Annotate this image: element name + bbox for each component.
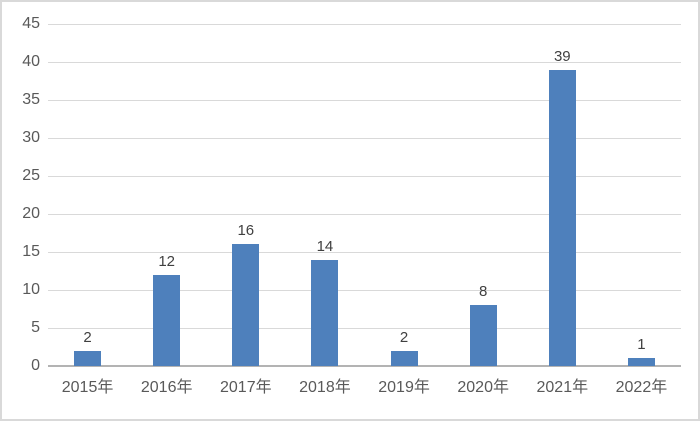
- y-axis-tick-label: 15: [22, 243, 40, 260]
- gridline: [48, 138, 681, 139]
- y-axis-tick-label: 20: [22, 205, 40, 222]
- bar-value-label: 16: [237, 222, 255, 240]
- gridline: [48, 214, 681, 215]
- x-axis-tick-label: 2019年: [378, 379, 430, 396]
- bar-value-label: 14: [316, 237, 334, 255]
- y-axis-tick-label: 30: [22, 129, 40, 146]
- y-axis-tick-label: 40: [22, 53, 40, 70]
- x-axis-tick-label: 2017年: [220, 379, 272, 396]
- x-axis-tick-label: 2018年: [299, 379, 351, 396]
- bar-2020年: [469, 305, 497, 366]
- x-axis-line: [48, 365, 681, 367]
- bar-value-label: 1: [637, 336, 646, 354]
- bar-value-label: 8: [479, 283, 488, 301]
- gridline: [48, 252, 681, 253]
- gridline: [48, 176, 681, 177]
- bar-2017年: [232, 244, 260, 366]
- bar-value-label: 2: [83, 328, 92, 346]
- gridline: [48, 24, 681, 25]
- x-axis-tick-label: 2020年: [457, 379, 509, 396]
- gridline: [48, 62, 681, 63]
- y-axis-tick-label: 10: [22, 281, 40, 298]
- bar-2022年: [627, 358, 655, 366]
- x-axis-tick-label: 2015年: [61, 379, 114, 396]
- y-axis-tick-label: 45: [22, 15, 40, 32]
- bar-2021年: [548, 69, 576, 366]
- y-axis-tick-label: 35: [22, 91, 40, 108]
- y-axis-tick-label: 5: [31, 319, 40, 336]
- bar-2016年: [153, 274, 181, 366]
- x-axis-tick-label: 2021年: [536, 379, 589, 396]
- gridline: [48, 328, 681, 329]
- x-axis-tick-label: 2016年: [140, 379, 193, 396]
- gridline: [48, 290, 681, 291]
- bar-2019年: [390, 350, 418, 366]
- bar-2015年: [74, 350, 102, 366]
- gridline: [48, 100, 681, 101]
- bar-value-label: 39: [553, 47, 571, 65]
- bar-value-label: 12: [158, 252, 176, 270]
- y-axis-tick-label: 25: [22, 167, 40, 184]
- bar-value-label: 2: [399, 328, 409, 346]
- bar-2018年: [311, 259, 339, 366]
- y-axis-tick-label: 0: [31, 357, 40, 374]
- x-axis-tick-label: 2022年: [615, 379, 668, 396]
